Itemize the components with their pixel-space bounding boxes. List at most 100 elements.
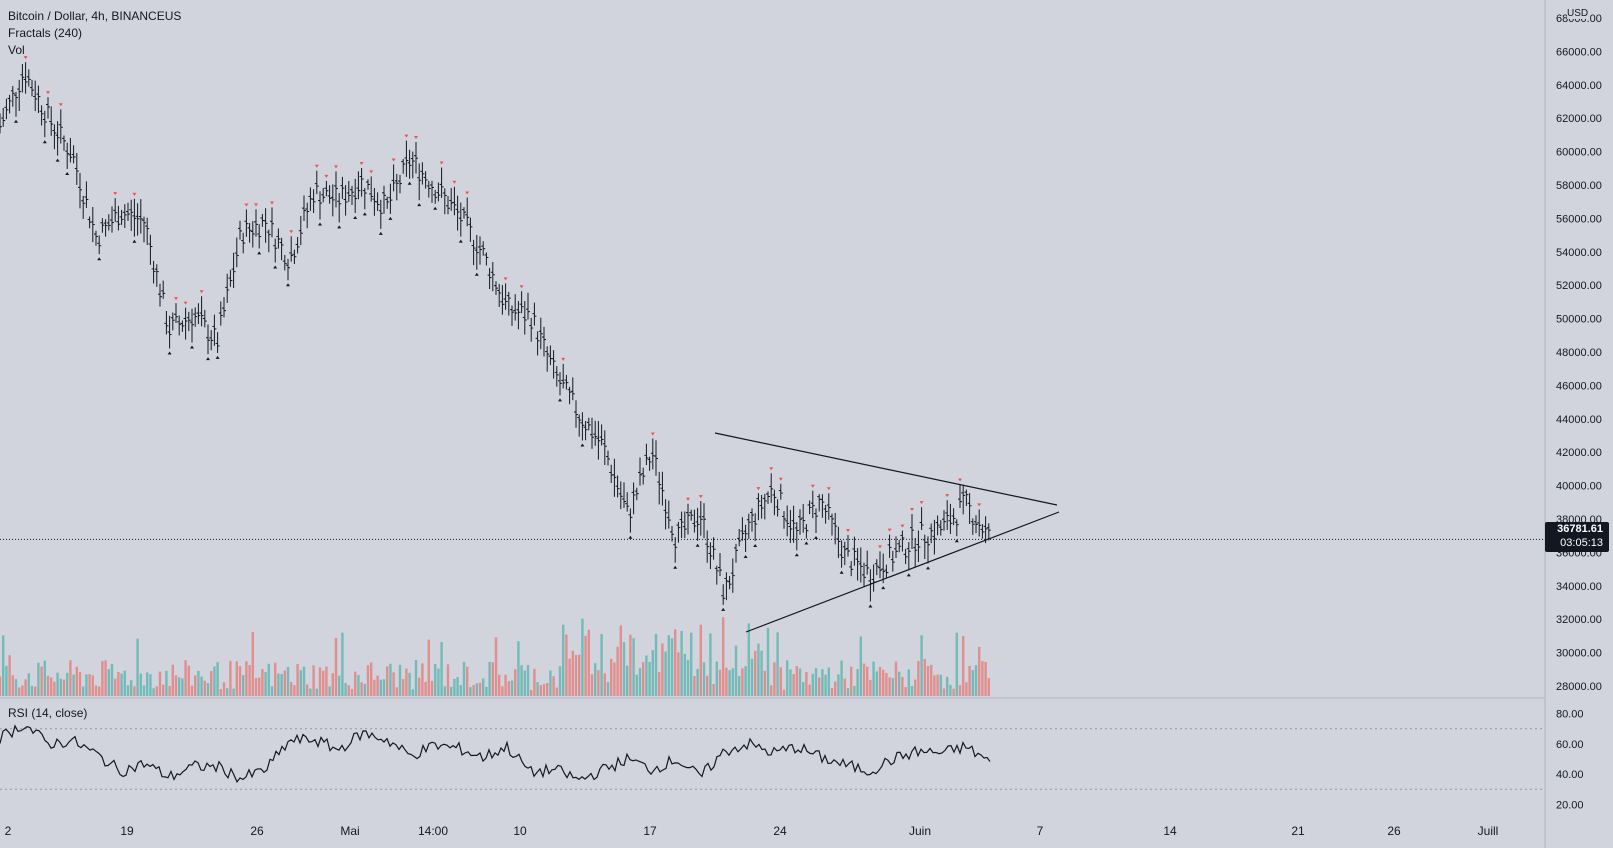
volume-bar: [747, 623, 750, 696]
volume-bar: [453, 678, 456, 696]
volume-bar: [715, 661, 718, 696]
volume-bar: [251, 631, 254, 696]
volume-bar: [626, 665, 629, 696]
volume-bar: [466, 666, 469, 696]
volume-bar: [706, 675, 709, 696]
volume-bar: [117, 672, 120, 696]
volume-bar: [376, 675, 379, 696]
volume-bar: [581, 618, 584, 696]
volume-bar: [824, 674, 827, 696]
volume-bar: [360, 682, 363, 696]
volume-bar: [30, 685, 34, 696]
volume-bar: [558, 666, 562, 696]
volume-bar: [718, 669, 722, 696]
volume-legend[interactable]: Vol: [8, 43, 25, 57]
fractal-up-marker: [254, 203, 258, 207]
volume-bar: [98, 686, 101, 696]
fractals-legend[interactable]: Fractals (240): [8, 26, 83, 40]
volume-bar: [174, 675, 178, 696]
volume-bar: [587, 629, 590, 696]
volume-bar: [350, 688, 354, 696]
price-tick-label: 50000.00: [1556, 314, 1602, 326]
volume-bar: [974, 665, 978, 696]
volume-bar: [808, 684, 811, 696]
volume-bar: [498, 674, 501, 696]
volume-bar: [386, 666, 389, 696]
volume-bar: [827, 667, 830, 696]
volume-bar: [414, 660, 418, 696]
chart-title[interactable]: Bitcoin / Dollar, 4h, BINANCEUS: [8, 9, 182, 23]
volume-bar: [962, 635, 965, 696]
volume-bar: [478, 682, 482, 696]
volume-bar: [427, 639, 430, 696]
volume-bar: [696, 668, 699, 696]
fractal-down-marker: [353, 215, 358, 219]
volume-bar: [408, 672, 411, 696]
volume-bar: [21, 685, 24, 696]
fractal-down-marker: [628, 535, 633, 539]
price-bars: [0, 62, 991, 605]
volume-bar: [936, 674, 939, 696]
volume-bar: [286, 666, 290, 696]
fractal-down-marker: [417, 203, 422, 207]
volume-bar: [494, 637, 498, 696]
volume-bar: [424, 681, 427, 696]
volume-bar: [152, 688, 155, 696]
volume-bar: [46, 675, 50, 696]
fractal-up-marker: [878, 545, 882, 549]
fractal-down-marker: [132, 239, 137, 243]
fractal-down-marker: [65, 171, 70, 175]
volume-bar: [312, 665, 315, 696]
fractal-up-marker: [324, 174, 329, 178]
volume-bar: [101, 661, 104, 696]
trendlines[interactable]: [714, 432, 1060, 633]
volume-bar: [104, 660, 107, 696]
price-tick-label: 48000.00: [1556, 347, 1602, 359]
volume-bar: [709, 633, 712, 696]
volume-bar: [686, 659, 690, 696]
volume-bar: [56, 672, 59, 696]
volume-bar: [165, 670, 168, 696]
volume-bar: [8, 655, 11, 696]
resistance-trendline[interactable]: [714, 432, 1058, 506]
volume-bar: [328, 686, 331, 696]
volume-bar: [216, 662, 219, 696]
volume-bar: [210, 671, 213, 696]
price-axis[interactable]: 68000.0066000.0064000.0062000.0060000.00…: [1556, 13, 1602, 693]
current-price-badge: 36781.61 03:05:13: [1545, 522, 1609, 552]
fractal-up-marker: [334, 165, 338, 169]
volume-bar: [549, 670, 552, 696]
volume-bar: [155, 686, 158, 696]
volume-bar: [405, 668, 408, 696]
volume-bar: [421, 663, 424, 696]
time-tick-label: Juin: [909, 824, 931, 838]
volume-bar: [594, 663, 597, 696]
fractal-up-marker: [113, 192, 118, 196]
fractal-up-marker: [846, 528, 850, 532]
support-trendline[interactable]: [745, 511, 1060, 633]
volume-bar: [245, 661, 248, 696]
fractal-down-marker: [954, 539, 959, 543]
volume-bar: [437, 668, 440, 696]
volume-bar: [789, 669, 792, 696]
volume-bar: [779, 667, 782, 696]
volume-bar: [978, 646, 981, 696]
fractal-up-marker: [174, 297, 178, 301]
time-axis[interactable]: 2 19 26 Mai 14:00 10 17 24 Juin 7 14 21 26 Juill: [5, 824, 1499, 838]
fractal-up-marker: [404, 134, 409, 138]
rsi-axis[interactable]: 80.00 60.00 40.00 20.00: [1556, 709, 1584, 812]
volume-bar: [85, 674, 88, 696]
volume-bar: [568, 658, 571, 696]
volume-bar: [370, 662, 373, 696]
volume-bar: [72, 674, 75, 696]
fractal-down-marker: [190, 345, 194, 349]
volume-bar: [302, 666, 306, 696]
volume-bar: [472, 685, 475, 696]
volume-bar: [565, 634, 568, 696]
rsi-legend[interactable]: RSI (14, close): [7, 706, 89, 720]
volume-bar: [18, 687, 21, 696]
fractal-up-marker: [945, 494, 950, 498]
fractal-down-marker: [804, 541, 809, 545]
currency-label[interactable]: USD: [1567, 8, 1589, 19]
